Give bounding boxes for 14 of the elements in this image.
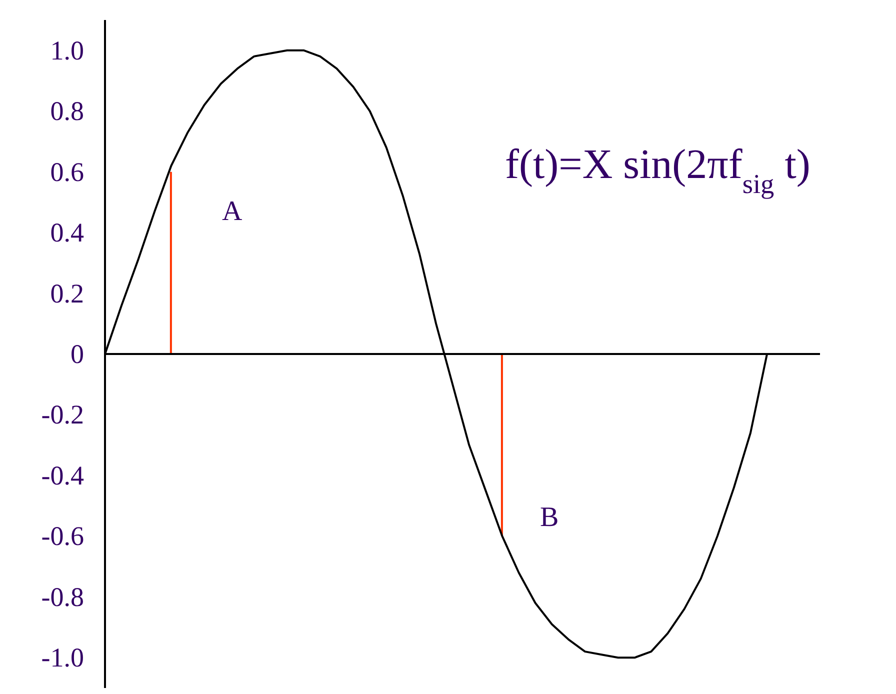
y-tick-label: 0.8 bbox=[50, 96, 84, 126]
y-tick-label: 0.6 bbox=[50, 156, 84, 187]
y-tick-label: 0 bbox=[70, 339, 84, 369]
y-tick-label: -0.2 bbox=[41, 400, 84, 430]
y-tick-label: 0.4 bbox=[50, 218, 84, 248]
annotation: A bbox=[222, 196, 243, 227]
annotation: B bbox=[540, 502, 559, 533]
y-tick-label: -0.8 bbox=[41, 582, 84, 612]
y-tick-label: 1.0 bbox=[50, 35, 84, 66]
y-tick-label: -0.4 bbox=[41, 460, 84, 490]
y-tick-label: -1.0 bbox=[41, 642, 84, 673]
y-tick-label: 0.2 bbox=[50, 278, 84, 308]
annotation: f(t)=X sin(2πf$_{sig}$ t) bbox=[505, 142, 810, 199]
y-tick-label: -0.6 bbox=[41, 521, 84, 552]
